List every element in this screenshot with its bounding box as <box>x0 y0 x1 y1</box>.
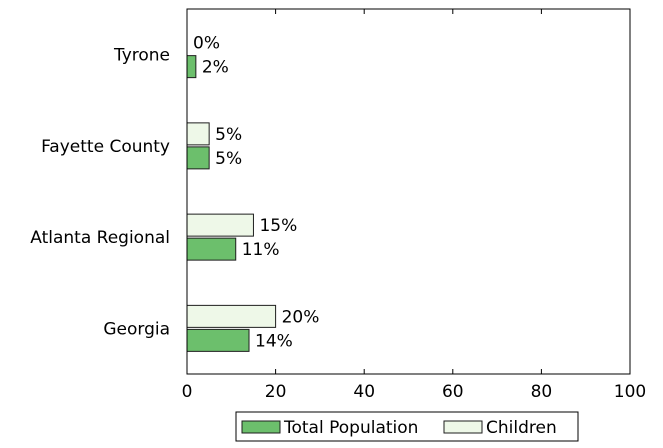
legend: Total Population Children <box>235 411 579 442</box>
legend-label-total-population: Total Population <box>283 418 418 438</box>
category-label-atlanta-regional: Atlanta Regional <box>30 228 170 248</box>
bar-children-georgia <box>186 304 277 328</box>
x-tick-label-40: 40 <box>353 382 375 402</box>
data-label-children-georgia: 20% <box>282 307 320 327</box>
x-tick-label-80: 80 <box>531 382 553 402</box>
bar-children-atlanta-regional <box>186 213 254 237</box>
x-tick-label-20: 20 <box>265 382 287 402</box>
x-tick-label-60: 60 <box>442 382 464 402</box>
legend-box <box>235 411 579 442</box>
category-label-georgia: Georgia <box>103 319 170 339</box>
bar-total-population-tyrone <box>186 55 197 79</box>
legend-swatch-total-population <box>241 420 281 434</box>
bar-total-population-atlanta-regional <box>186 237 237 261</box>
data-label-total-population-tyrone: 2% <box>202 58 229 78</box>
data-label-total-population-georgia: 14% <box>255 331 293 351</box>
category-labels: Tyrone Fayette County Atlanta Regional Geor… <box>30 46 170 340</box>
plot-frame <box>186 8 631 375</box>
data-label-total-population-atlanta-regional: 11% <box>242 240 280 260</box>
category-label-tyrone: Tyrone <box>113 46 170 66</box>
x-tick-label-100: 100 <box>614 382 646 402</box>
x-axis-ticks: 0 20 40 60 80 100 <box>182 9 646 402</box>
legend-label-children: Children <box>486 418 557 438</box>
x-tick-label-0: 0 <box>182 382 193 402</box>
plot-layer: 0% 2% 5% 5% 15% 11% 20% 14% <box>186 34 320 352</box>
bar-total-population-georgia <box>186 328 250 352</box>
data-label-children-tyrone: 0% <box>193 34 220 54</box>
data-label-total-population-fayette-county: 5% <box>215 149 242 169</box>
bar-total-population-fayette-county <box>186 146 210 170</box>
data-label-children-fayette-county: 5% <box>215 125 242 145</box>
bar-children-fayette-county <box>186 122 210 146</box>
data-label-children-atlanta-regional: 15% <box>259 216 297 236</box>
category-label-fayette-county: Fayette County <box>41 137 170 157</box>
legend-swatch-children <box>443 420 483 434</box>
